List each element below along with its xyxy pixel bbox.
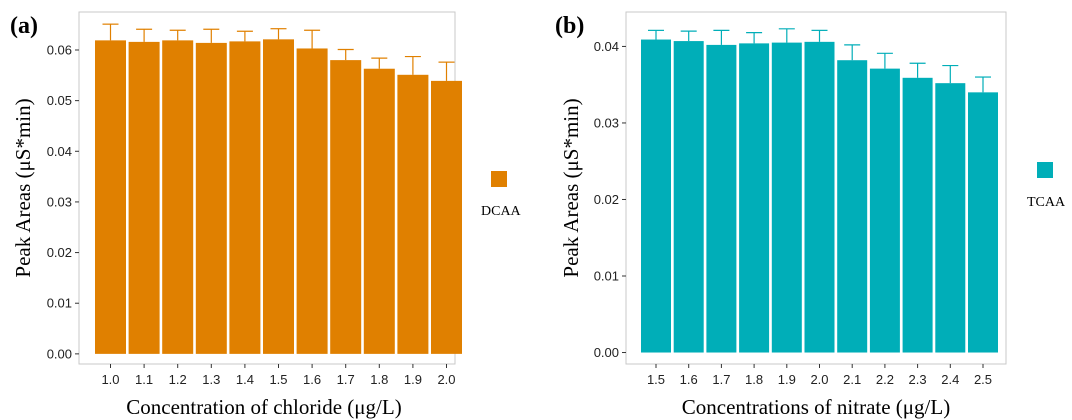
- y-tick-label: 0.04: [47, 144, 72, 159]
- bar: [229, 41, 261, 354]
- panel-b-x-axis-title: Concentrations of nitrate (μg/L): [682, 395, 950, 419]
- y-tick-label: 0.01: [594, 269, 619, 284]
- y-tick-label: 0.06: [47, 42, 72, 57]
- bar: [673, 41, 704, 353]
- panel-a-legend: DCAA: [481, 171, 522, 219]
- x-tick-label: 2.1: [843, 372, 861, 387]
- panel-a-x-ticks: 1.0 1.1 1.2 1.3 1.4 1.5 1.6 1.7 1.8 1.9 2.0: [101, 364, 456, 387]
- x-tick-label: 1.8: [745, 372, 763, 387]
- bar: [706, 44, 737, 353]
- bar: [771, 42, 802, 353]
- x-tick-label: 2.2: [876, 372, 894, 387]
- panel-b-legend-key: [1037, 162, 1053, 178]
- x-tick-label: 1.5: [269, 372, 287, 387]
- y-tick-label: 0.03: [594, 115, 619, 130]
- x-tick-label: 1.5: [647, 372, 665, 387]
- panel-a-legend-label: DCAA: [481, 204, 522, 219]
- panel-a-label: (a): [10, 13, 38, 39]
- x-tick-label: 1.4: [236, 372, 254, 387]
- y-tick-label: 0.03: [47, 194, 72, 209]
- panel-a-x-axis-title: Concentration of chloride (μg/L): [126, 395, 401, 419]
- y-tick-label: 0.05: [47, 93, 72, 108]
- x-tick-label: 2.0: [437, 372, 455, 387]
- panel-b: (b) 0.00 0.01 0.02 0.03 0.04 1.5 1.6 1.7 1.8 1.9…: [555, 11, 1066, 419]
- bar: [330, 60, 362, 354]
- panel-a: (a) 0.000.010.020.030.040.050.06 1.0 1.1 1…: [10, 11, 522, 419]
- x-tick-label: 1.8: [370, 372, 388, 387]
- bar: [804, 41, 835, 353]
- x-tick-label: 2.3: [909, 372, 927, 387]
- panel-a-legend-key: [491, 171, 507, 187]
- panel-b-label: (b): [555, 13, 584, 39]
- x-tick-label: 1.9: [778, 372, 796, 387]
- bar: [902, 77, 933, 353]
- x-tick-label: 1.6: [680, 372, 698, 387]
- bar: [128, 41, 160, 354]
- panel-b-y-axis-title: Peak Areas (μS*min): [559, 98, 583, 277]
- y-tick-label: 0.02: [594, 192, 619, 207]
- bar: [935, 83, 966, 353]
- x-tick-label: 1.2: [169, 372, 187, 387]
- x-tick-label: 1.9: [404, 372, 422, 387]
- bar: [263, 39, 294, 354]
- bar: [739, 43, 770, 353]
- panel-b-legend: TCAA: [1027, 162, 1066, 210]
- panel-a-bars: [95, 23, 462, 354]
- bar: [162, 40, 194, 354]
- bar: [968, 92, 998, 353]
- bar: [95, 40, 126, 354]
- x-tick-label: 1.6: [303, 372, 321, 387]
- bar: [363, 68, 395, 354]
- y-tick-label: 0.02: [47, 245, 72, 260]
- panel-a-y-axis-title: Peak Areas (μS*min): [11, 98, 35, 277]
- bar: [641, 39, 671, 353]
- x-tick-label: 1.7: [337, 372, 355, 387]
- x-tick-label: 1.0: [101, 372, 119, 387]
- x-tick-label: 1.7: [712, 372, 730, 387]
- panel-a-y-ticks: 0.00 0.01 0.02 0.03 0.04 0.05 0.06: [47, 42, 79, 361]
- panel-b-legend-label: TCAA: [1027, 195, 1066, 210]
- x-tick-label: 1.3: [202, 372, 220, 387]
- x-tick-label: 2.4: [941, 372, 959, 387]
- x-tick-label: 2.0: [810, 372, 828, 387]
- x-tick-label: 1.1: [135, 372, 153, 387]
- y-tick-label: 0.01: [47, 296, 72, 311]
- bar: [869, 68, 900, 353]
- panel-b-x-ticks: 1.5 1.6 1.7 1.8 1.9 2.0 2.1 2.2 2.3 2.4 2.5: [647, 364, 992, 387]
- panel-b-y-ticks: 0.00 0.01 0.02 0.03 0.04: [594, 39, 626, 360]
- y-tick-label: 0.00: [47, 346, 72, 361]
- bar: [296, 48, 328, 354]
- bar: [837, 60, 868, 353]
- bar: [431, 80, 462, 354]
- x-tick-label: 2.5: [974, 372, 992, 387]
- y-tick-label: 0.04: [594, 39, 619, 54]
- bar: [195, 42, 227, 354]
- bar: [397, 74, 429, 354]
- panel-b-bars: [641, 28, 998, 353]
- panel-b-plot-frame: [625, 11, 1007, 365]
- y-tick-label: 0.00: [594, 345, 619, 360]
